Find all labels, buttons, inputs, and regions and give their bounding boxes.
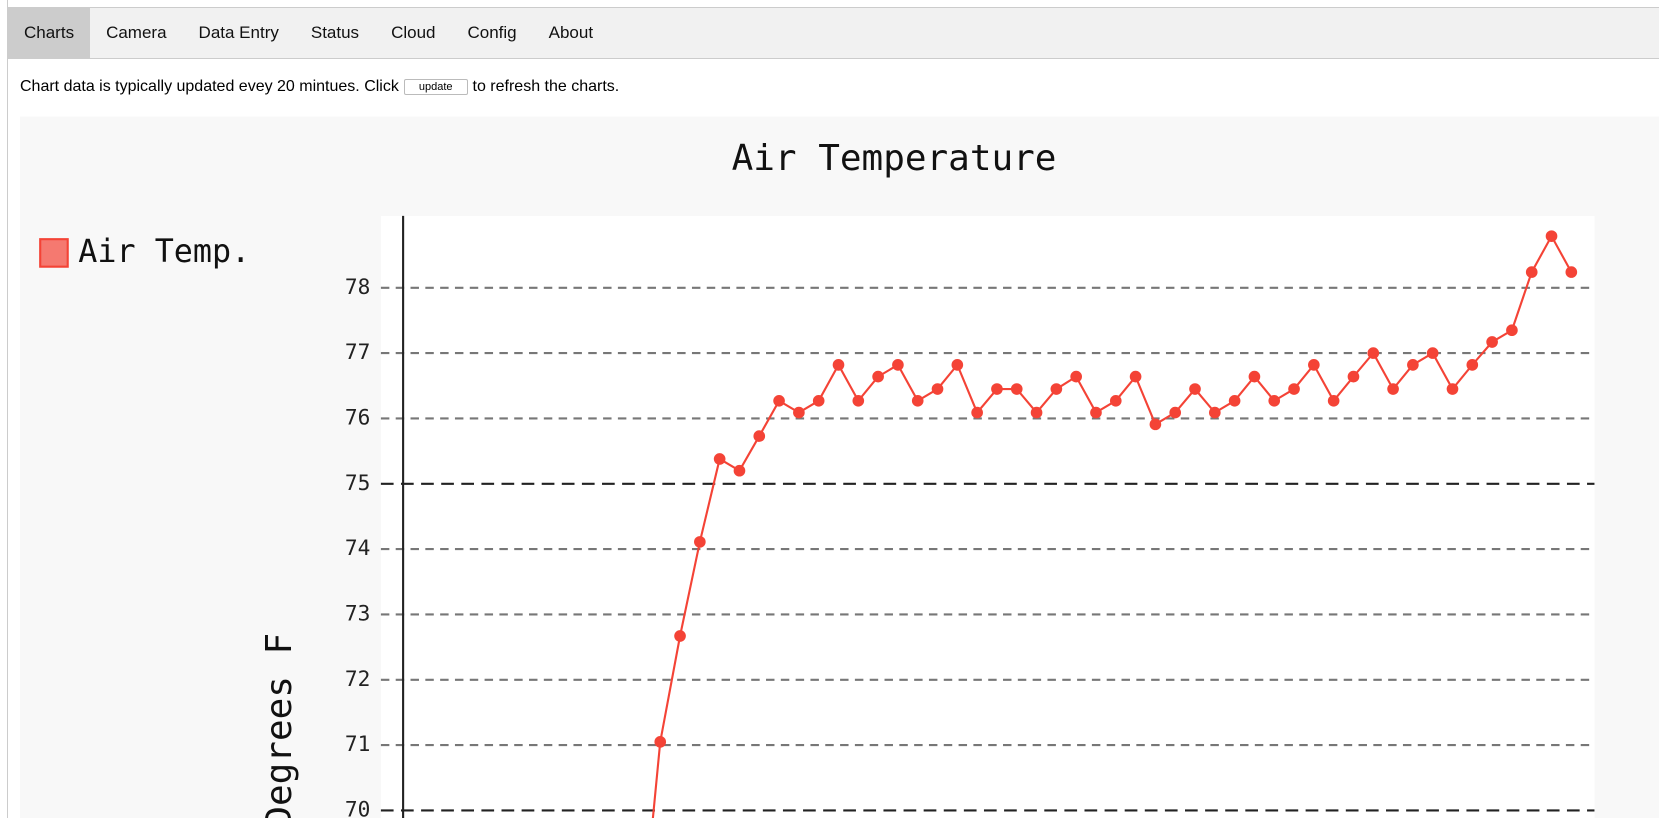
data-point [1426,347,1439,359]
data-point [1466,359,1479,371]
data-point [872,370,884,383]
plot-area [380,215,1595,818]
data-point [1506,324,1518,337]
data-point [892,359,904,371]
data-point [1228,394,1241,407]
data-point [1486,336,1498,348]
tab[interactable]: Status [310,23,360,42]
data-point [1208,406,1221,419]
tab[interactable]: Charts [8,8,91,58]
data-point [951,359,964,371]
data-point [753,430,766,442]
data-point [793,406,805,419]
data-point [1050,383,1063,395]
y-tick-label: 70 [345,796,370,818]
update-button[interactable]: update [403,78,468,95]
data-point [1268,394,1281,407]
data-point [991,383,1003,395]
legend-label: Air Temp. [78,234,250,270]
tab-bar: Charts Camera Data Entry Status Cloud Config A… [8,7,1659,59]
data-point [733,464,746,477]
y-tick-label: 74 [345,535,370,560]
y-tick-label: 71 [345,731,370,756]
data-point [1090,406,1102,419]
y-tick-label: 77 [345,339,370,364]
y-axis-label: Degrees F [259,633,300,818]
notice-text: to refresh the charts. [472,78,620,95]
data-point [1070,370,1082,383]
y-tick-label: 75 [345,470,370,495]
notice-text: Chart data is typically updated evey 20 … [20,78,399,95]
data-point [1545,230,1558,242]
data-point [1367,347,1380,359]
data-point [1446,383,1459,395]
data-point [674,630,686,642]
data-point [971,406,983,419]
data-point [911,394,924,407]
data-point [852,394,865,407]
y-tick-label: 73 [345,600,370,625]
data-point [931,383,944,395]
data-point [812,394,825,407]
data-point [1030,406,1043,419]
data-point [654,736,667,748]
tab[interactable]: Data Entry [198,23,279,42]
notice: Chart data is typically updated evey 20 … [20,78,619,96]
data-point [1308,359,1320,371]
data-point [1407,359,1419,371]
data-point [1565,266,1578,278]
chart-title: Air Temperature [732,138,1057,179]
data-point [1327,394,1340,407]
data-point [1129,370,1142,383]
data-point [1189,383,1201,395]
tab[interactable]: Camera [106,23,167,42]
data-point [713,453,726,465]
data-point [1109,394,1122,407]
data-point [773,394,785,407]
data-point [1525,266,1538,278]
y-tick-label: 76 [345,404,370,429]
y-tick-label: 72 [345,666,370,691]
tab[interactable]: About [548,23,594,42]
tab[interactable]: Config [467,23,517,42]
data-point [832,359,845,371]
y-tick-label: 78 [345,274,370,299]
legend-swatch [39,238,69,268]
data-point [1010,383,1023,395]
data-point [694,536,706,548]
app: Charts Camera Data Entry Status Cloud Config A… [7,0,1659,818]
data-point [1169,406,1182,419]
tab[interactable]: Cloud [391,23,436,42]
data-point [1248,370,1261,383]
data-point [1347,370,1360,383]
data-point [1149,418,1162,431]
data-point [1387,383,1399,395]
data-point [1288,383,1300,395]
